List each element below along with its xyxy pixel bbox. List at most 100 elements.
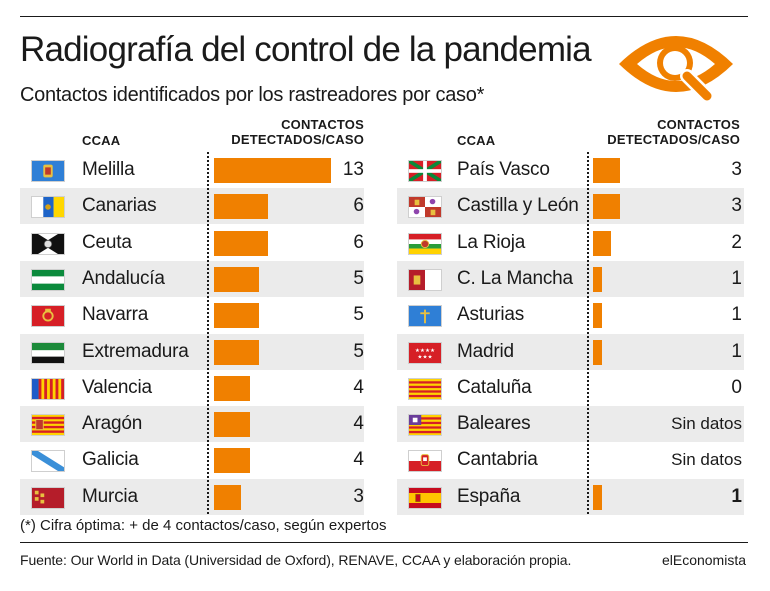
region-label: Canarias — [82, 195, 157, 217]
chart-row: C. La Mancha 1 — [397, 260, 744, 297]
flag-aragon-icon — [31, 414, 65, 437]
chart-row: Murcia 3 — [20, 478, 364, 515]
bar — [214, 266, 259, 292]
region-label: Extremadura — [82, 340, 189, 362]
flag-madrid-icon: ★★★★ ★★★ — [408, 341, 442, 364]
chart-subtitle: Contactos identificados por los rastread… — [20, 84, 485, 106]
chart-row: Andalucía 5 — [20, 260, 364, 297]
chart-row: Baleares Sin datos — [397, 406, 744, 443]
region-label: Ceuta — [82, 231, 132, 253]
value-label: 6 — [353, 231, 364, 253]
value-label: 4 — [353, 413, 364, 435]
flag-castilla-la-mancha-icon — [408, 268, 442, 291]
dotted-separator — [587, 152, 589, 514]
region-label: España — [457, 485, 521, 507]
value-label: 5 — [353, 267, 364, 289]
chart-title: Radiografía del control de la pandemia — [20, 30, 592, 69]
flag-cantabria-icon — [408, 450, 442, 473]
bar — [593, 194, 620, 220]
region-label: Madrid — [457, 340, 514, 362]
region-label: Castilla y León — [457, 195, 579, 217]
value-label: 1 — [731, 304, 742, 326]
top-rule — [20, 16, 748, 17]
bar — [214, 448, 250, 474]
chart-row: Valencia 4 — [20, 370, 364, 406]
value-label: 4 — [353, 449, 364, 471]
bar — [593, 158, 620, 183]
chart-row: Cantabria Sin datos — [397, 442, 744, 478]
region-label: La Rioja — [457, 231, 526, 253]
chart-row: Castilla y León 3 — [397, 188, 744, 225]
chart-row: La Rioja 2 — [397, 225, 744, 261]
value-label: Sin datos — [671, 414, 742, 434]
value-label: 3 — [731, 195, 742, 217]
chart-row: Aragón 4 — [20, 406, 364, 443]
flag-pais-vasco-icon — [408, 160, 442, 182]
region-label: Andalucía — [82, 267, 165, 289]
value-label: 5 — [353, 340, 364, 362]
column-header-value: CONTACTOS DETECTADOS/CASO — [231, 117, 364, 147]
bar — [593, 303, 602, 329]
bar — [214, 375, 250, 401]
flag-cataluna-icon — [408, 377, 442, 400]
svg-text:★★★: ★★★ — [417, 353, 432, 360]
bar — [593, 266, 602, 292]
flag-ceuta-icon — [31, 232, 65, 255]
region-label: Asturias — [457, 304, 525, 326]
column-header-region: CCAA — [82, 133, 121, 148]
dotted-separator — [207, 152, 209, 514]
flag-valencia-icon — [31, 377, 65, 400]
flag-andalucia-icon — [31, 268, 65, 291]
chart-row: Melilla 13 — [20, 152, 364, 188]
flag-canarias-icon — [31, 196, 65, 219]
chart-row: País Vasco 3 — [397, 152, 744, 188]
flag-asturias-icon — [408, 305, 442, 328]
region-label: Cataluña — [457, 376, 532, 398]
svg-text:★★★★: ★★★★ — [415, 347, 435, 354]
region-label: Cantabria — [457, 449, 538, 471]
bar — [214, 303, 259, 329]
region-label: País Vasco — [457, 159, 550, 180]
value-label: 3 — [731, 159, 742, 180]
chart-row: Galicia 4 — [20, 442, 364, 478]
region-label: Murcia — [82, 485, 138, 507]
chart-row: Cataluña 0 — [397, 370, 744, 406]
flag-murcia-icon — [31, 486, 65, 509]
value-label: 3 — [353, 485, 364, 507]
column-header-value: CONTACTOS DETECTADOS/CASO — [607, 117, 740, 147]
bar — [214, 158, 331, 183]
column-header-region: CCAA — [457, 133, 496, 148]
chart-row: Canarias 6 — [20, 188, 364, 225]
bar — [214, 412, 250, 438]
region-label: Baleares — [457, 413, 531, 435]
flag-espana-icon — [408, 486, 442, 509]
chart-row: Navarra 5 — [20, 297, 364, 333]
region-label: Aragón — [82, 413, 143, 435]
value-label: 5 — [353, 304, 364, 326]
bar — [593, 339, 602, 365]
footnote: (*) Cifra óptima: + de 4 contactos/caso,… — [20, 517, 387, 534]
bar — [214, 484, 241, 510]
chart-row: Ceuta 6 — [20, 225, 364, 261]
value-label: 4 — [353, 376, 364, 398]
region-label: Galicia — [82, 449, 139, 471]
bar — [593, 230, 611, 256]
chart-row: Asturias 1 — [397, 297, 744, 333]
chart-row: Extremadura 5 — [20, 333, 364, 370]
flag-la-rioja-icon — [408, 232, 442, 255]
flag-galicia-icon — [31, 450, 65, 473]
value-label: 2 — [731, 231, 742, 253]
chart-row: ★★★★ ★★★ Madrid 1 — [397, 333, 744, 370]
chart-row: España 1 — [397, 478, 744, 515]
flag-navarra-icon — [31, 305, 65, 328]
value-label: 0 — [731, 376, 742, 398]
source-note: Fuente: Our World in Data (Universidad d… — [20, 552, 572, 568]
eye-magnifier-icon — [615, 22, 737, 114]
bar — [214, 194, 268, 220]
region-label: Navarra — [82, 304, 149, 326]
value-label: 1 — [731, 267, 742, 289]
value-label: 1 — [731, 485, 742, 507]
value-label: 6 — [353, 195, 364, 217]
flag-melilla-icon — [31, 160, 65, 182]
value-label: 1 — [731, 340, 742, 362]
